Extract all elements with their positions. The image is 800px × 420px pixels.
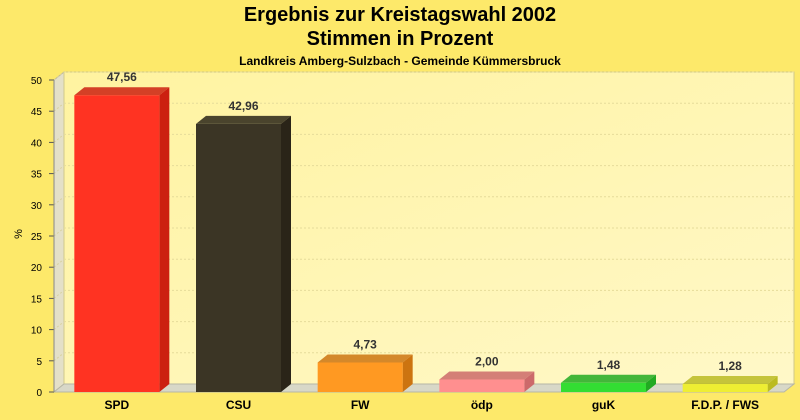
bar-side — [524, 371, 535, 392]
y-tick-label: 30 — [31, 201, 43, 212]
bar — [196, 123, 281, 393]
bar — [682, 384, 768, 392]
bar-top — [439, 371, 535, 380]
y-tick-label: 15 — [31, 294, 43, 305]
bar-side — [767, 376, 778, 392]
y-tick-label: 5 — [36, 357, 42, 368]
bar-side — [159, 87, 170, 393]
bar — [74, 95, 160, 393]
y-tick-label: 45 — [31, 107, 43, 118]
y-tick-label: 25 — [31, 232, 43, 243]
bar-top — [561, 374, 656, 383]
x-tick-label: F.D.P. / FWS — [691, 398, 759, 412]
y-tick-label: 50 — [31, 76, 43, 87]
data-label: 42,96 — [228, 99, 258, 113]
bar-top — [196, 115, 291, 124]
bar — [561, 382, 646, 392]
x-tick-label: FW — [351, 398, 370, 412]
plot-left-wall — [53, 70, 65, 394]
y-tick-label: 10 — [31, 326, 43, 337]
y-tick-label: 40 — [31, 138, 43, 149]
y-tick-label: 20 — [31, 263, 43, 274]
chart-title: Ergebnis zur Kreistagswahl 2002 — [243, 4, 557, 26]
data-label: 4,73 — [353, 337, 377, 351]
data-label: 1,48 — [597, 358, 621, 372]
data-label: 2,00 — [475, 355, 499, 369]
bar-side — [281, 115, 291, 393]
bar-top — [74, 87, 170, 96]
bar-top — [682, 376, 778, 385]
y-axis-label: % — [13, 229, 25, 239]
x-tick-label: ödp — [471, 398, 493, 412]
y-tick-label: 0 — [36, 388, 42, 399]
x-tick-label: guK — [592, 398, 616, 412]
bar-top — [317, 354, 413, 363]
chart-subtitle: Stimmen in Prozent — [306, 28, 494, 50]
bar-side — [402, 354, 413, 392]
x-tick-label: SPD — [104, 398, 129, 412]
y-tick-label: 35 — [31, 170, 43, 181]
bar — [317, 362, 403, 392]
chart-subtitle-region: Landkreis Amberg-Sulzbach - Gemeinde Küm… — [239, 54, 561, 68]
bar — [439, 379, 525, 392]
data-label: 47,56 — [107, 70, 137, 84]
bar-side — [646, 374, 656, 392]
x-tick-label: CSU — [226, 398, 251, 412]
data-label: 1,28 — [718, 359, 742, 373]
